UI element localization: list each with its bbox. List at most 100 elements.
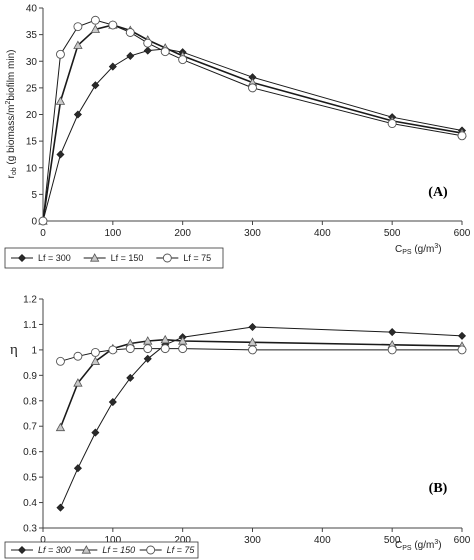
data-point (108, 20, 118, 30)
data-point (248, 345, 257, 355)
x-tick-label: 400 (314, 228, 331, 239)
data-point (457, 331, 467, 340)
y-tick-label: 20 (26, 110, 38, 121)
y-tick-label: 0.7 (23, 422, 37, 433)
x-axis-label: CPS (g/m3) (395, 539, 442, 552)
data-point (56, 49, 65, 59)
y-tick-label: 0.9 (23, 371, 37, 382)
series-line (42, 19, 463, 222)
data-point (73, 378, 83, 387)
data-point (55, 96, 66, 105)
x-tick-label: 500 (384, 228, 401, 239)
legend-marker (81, 545, 92, 554)
series-diamond (38, 44, 467, 226)
y-tick-label: 1 (31, 345, 37, 356)
legend-marker (146, 545, 156, 555)
data-point (160, 344, 170, 354)
data-point (73, 351, 83, 361)
x-tick-label: 500 (384, 535, 401, 546)
y-tick-label: 0.3 (23, 524, 37, 535)
data-point (248, 322, 257, 332)
x-tick-label: 300 (244, 535, 261, 546)
data-point (56, 356, 65, 366)
panel-label: (B) (429, 481, 448, 496)
legend-marker (17, 545, 27, 555)
y-tick-label: 0.6 (23, 447, 37, 458)
data-point (143, 354, 152, 363)
data-point (73, 22, 83, 32)
x-tick-label: 200 (174, 535, 191, 546)
series-line (42, 24, 463, 222)
x-tick-label: 200 (174, 228, 191, 239)
data-point (90, 24, 101, 33)
data-point (387, 345, 397, 355)
data-point (91, 428, 100, 437)
legend: Lf = 300 Lf = 150 Lf = 75 (4, 247, 224, 269)
legend-marker (89, 253, 100, 262)
panel-label: (A) (428, 185, 448, 200)
y-axis-label: rob (g biomass/m2biofilm min) (5, 50, 18, 179)
data-point (248, 83, 257, 93)
data-point (457, 345, 467, 355)
legend-label: Lf = 300 (38, 545, 71, 555)
y-tick-label: 1.2 (23, 295, 37, 306)
y-tick-label: 0.8 (23, 396, 37, 407)
series-line (59, 338, 463, 428)
y-tick-label: 40 (26, 4, 38, 15)
legend-label: Lf = 75 (183, 253, 211, 263)
data-point (108, 62, 117, 71)
data-point (91, 81, 100, 90)
y-tick-label: 10 (26, 163, 38, 174)
data-point (457, 131, 467, 141)
y-tick-label: 15 (26, 137, 38, 148)
legend-label: Lf = 75 (167, 545, 196, 555)
data-point (56, 503, 65, 512)
x-tick-label: 300 (244, 228, 261, 239)
legend-label: Lf = 150 (102, 545, 135, 555)
data-point (143, 46, 152, 55)
series-line (60, 326, 463, 508)
data-point (387, 119, 397, 129)
data-point (126, 51, 135, 60)
legend-marker (162, 253, 172, 263)
y-tick-label: 0.4 (23, 498, 37, 509)
x-tick-label: 0 (40, 535, 46, 546)
y-tick-label: 35 (26, 30, 38, 41)
y-tick-label: 30 (26, 57, 38, 68)
y-axis-label: η (10, 342, 18, 358)
data-point (38, 216, 48, 226)
data-point (56, 150, 65, 159)
data-point (125, 344, 135, 354)
data-point (90, 356, 101, 365)
series-triangle (38, 20, 467, 225)
y-tick-label: 1.1 (23, 320, 37, 331)
y-tick-label: 5 (31, 190, 37, 201)
data-point (143, 344, 153, 354)
data-point (125, 28, 135, 37)
data-point (55, 422, 66, 432)
legend-label: Lf = 300 (38, 253, 71, 263)
y-tick-label: 0.5 (23, 473, 37, 484)
x-tick-label: 100 (104, 228, 121, 239)
x-tick-label: 400 (314, 535, 331, 546)
data-point (160, 334, 170, 344)
x-axis-label: CPS (g/m3) (395, 243, 442, 256)
data-point (108, 345, 118, 355)
data-point (178, 344, 188, 354)
data-point (108, 398, 117, 407)
data-point (73, 40, 83, 49)
legend-label: Lf = 150 (111, 253, 144, 263)
series-circle (56, 344, 467, 366)
data-point (178, 55, 188, 65)
y-tick-label: 25 (26, 83, 38, 94)
x-tick-label: 100 (104, 535, 121, 546)
data-point (388, 328, 397, 337)
series-line (42, 48, 463, 222)
series-diamond (56, 322, 467, 512)
x-tick-label: 600 (454, 535, 471, 546)
data-point (126, 373, 135, 382)
data-point (90, 347, 100, 357)
legend: Lf = 300 Lf = 150 Lf = 75 (4, 541, 199, 559)
